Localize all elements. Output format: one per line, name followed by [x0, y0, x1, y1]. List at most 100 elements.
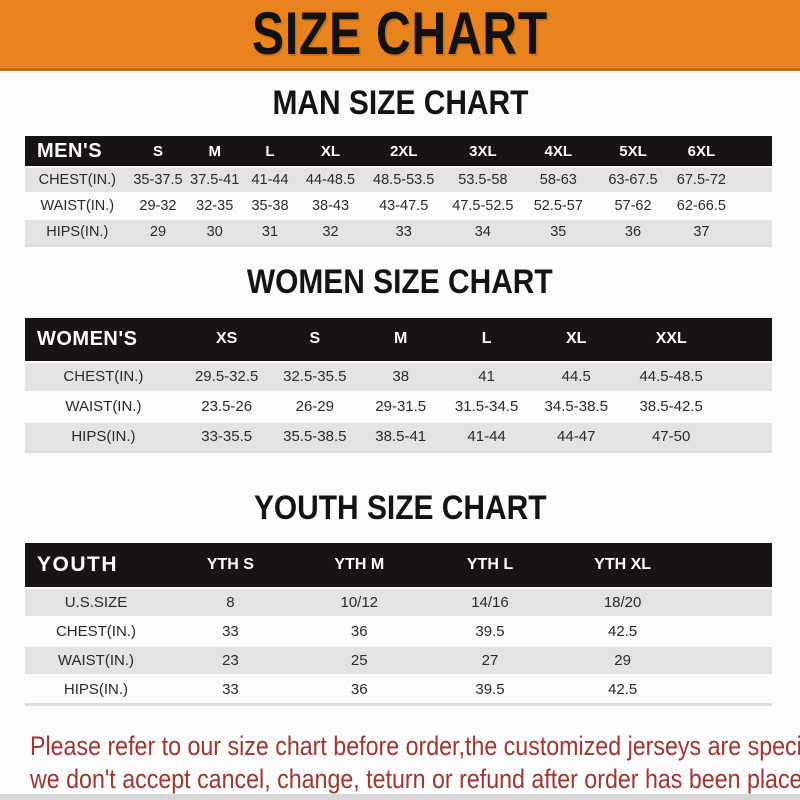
table-row: WAIST(IN.) 29-32 32-35 35-38 38-43 43-47.5 47.…	[25, 193, 772, 219]
row-label: WAIST(IN.)	[57, 652, 135, 669]
column-header: 5XL	[619, 142, 647, 160]
size-value: 39.5	[475, 623, 505, 640]
size-value: 44.5-48.5	[639, 368, 703, 385]
size-value: 38	[392, 368, 410, 385]
size-value: 38-43	[311, 198, 350, 214]
size-value: 41-44	[251, 172, 289, 188]
column-header: 4XL	[544, 142, 573, 160]
size-value: 42.5	[607, 623, 638, 640]
table-row: CHEST(IN.) 33 36 39.5 42.5	[25, 617, 772, 646]
size-value: 8	[226, 594, 235, 611]
column-header: 6XL	[687, 142, 716, 160]
size-value: 41-44	[467, 427, 506, 445]
row-label: CHEST(IN.)	[55, 623, 136, 640]
table-row: HIPS(IN.) 33 36 39.5 42.5	[25, 675, 772, 704]
size-value: 44-48.5	[305, 172, 356, 188]
size-value: 36	[350, 623, 368, 640]
size-value: 23	[222, 652, 239, 669]
header-row: MEN'S S M L XL 2XL 3XL 4XL 5XL 6XL	[25, 136, 772, 167]
size-table-women: WOMEN'S XS S M L XL XXL CHEST(IN.) 29.5-32.5 32.5…	[25, 317, 772, 453]
column-header: S	[309, 330, 321, 347]
size-value: 47.5-52.5	[452, 198, 514, 214]
size-value: 26-29	[295, 398, 334, 415]
size-value: 44.5	[561, 368, 591, 385]
banner: SIZE CHART	[0, 0, 800, 71]
section-title-text: YOUTH SIZE CHART	[253, 489, 547, 527]
group-label: MEN'S	[37, 139, 103, 162]
size-value: 32.5-35.5	[283, 368, 347, 385]
row-label: WAIST(IN.)	[65, 398, 142, 415]
size-value: 32	[322, 223, 339, 240]
table-row: CHEST(IN.) 29.5-32.5 32.5-35.5 38 41 44.5 44.5…	[25, 361, 772, 392]
table-row: WAIST(IN.) 23 25 27 29	[25, 646, 772, 675]
column-header: XL	[320, 142, 341, 160]
row-label: HIPS(IN.)	[71, 427, 136, 445]
size-value: 29-31.5	[375, 398, 427, 415]
size-value: 41	[478, 368, 495, 385]
size-value: 29	[614, 652, 631, 669]
disclaimer-line-1: Please refer to our size chart before or…	[30, 730, 800, 761]
size-value: 35	[550, 223, 567, 240]
size-value: 63-67.5	[608, 172, 658, 188]
section-title-text: WOMEN SIZE CHART	[247, 262, 553, 301]
size-value: 35-38	[251, 198, 289, 214]
disclaimer: Please refer to our size chart before or…	[0, 730, 800, 796]
size-value: 38.5-41	[375, 427, 427, 445]
size-value: 57-62	[614, 198, 652, 214]
size-value: 33	[222, 680, 239, 698]
size-value: 10/12	[340, 594, 379, 611]
column-header: YTH L	[466, 556, 514, 573]
size-section-women: WOMEN SIZE CHART WOMEN'S XS S M L XL XXL CHEST(I…	[0, 263, 800, 453]
column-header: XXL	[655, 330, 687, 347]
header-row: WOMEN'S XS S M L XL XXL	[25, 317, 772, 362]
size-section-youth: YOUTH SIZE CHART YOUTH YTH S YTH M YTH L YTH …	[0, 489, 800, 706]
column-header: YTH M	[334, 556, 385, 573]
size-value: 30	[206, 223, 223, 240]
page-title: SIZE CHART	[215, 4, 585, 64]
size-value: 27	[481, 652, 499, 669]
size-value: 36	[350, 680, 368, 698]
group-label: WOMEN'S	[37, 327, 138, 350]
size-value: 32-35	[196, 198, 234, 214]
group-label: YOUTH	[37, 553, 118, 576]
size-section-men: MAN SIZE CHART MEN'S S M L XL 2XL 3XL 4XL 5XL 6XL C…	[0, 84, 800, 247]
size-value: 43-47.5	[379, 198, 429, 214]
column-header: M	[394, 330, 408, 347]
size-value: 29.5-32.5	[194, 368, 259, 385]
section-title: YOUTH SIZE CHART	[0, 489, 800, 527]
size-value: 14/16	[471, 594, 509, 611]
row-label: WAIST(IN.)	[40, 198, 115, 214]
column-header: L	[481, 330, 492, 347]
row-label: CHEST(IN.)	[63, 368, 144, 385]
column-header: XL	[566, 330, 587, 347]
size-value: 33	[395, 223, 412, 240]
row-label: HIPS(IN.)	[46, 223, 109, 240]
size-value: 39.5	[475, 680, 505, 698]
size-value: 42.5	[607, 680, 638, 698]
column-header: YTH S	[206, 556, 254, 573]
section-title: MAN SIZE CHART	[0, 84, 800, 122]
row-label: HIPS(IN.)	[63, 680, 129, 698]
size-value: 48.5-53.5	[373, 172, 435, 188]
size-value: 23.5-26	[201, 398, 253, 415]
bottom-edge-strip	[0, 794, 800, 800]
size-value: 47-50	[651, 427, 691, 445]
size-value: 31.5-34.5	[454, 398, 519, 415]
size-value: 31	[261, 223, 279, 240]
size-value: 34.5-38.5	[544, 398, 608, 415]
header-row: YOUTH YTH S YTH M YTH L YTH XL	[25, 543, 772, 588]
table-row: WAIST(IN.) 23.5-26 26-29 29-31.5 31.5-34.5 34…	[25, 391, 772, 422]
size-value: 33-35.5	[201, 427, 253, 445]
size-value: 33	[222, 623, 239, 640]
size-value: 53.5-58	[458, 172, 508, 188]
size-value: 29	[149, 223, 167, 240]
row-label: CHEST(IN.)	[38, 172, 116, 188]
size-value: 36	[624, 223, 642, 240]
size-value: 35-37.5	[133, 172, 183, 188]
disclaimer-line-2: we don't accept cancel, change, teturn o…	[30, 763, 800, 794]
section-title: WOMEN SIZE CHART	[0, 263, 800, 301]
column-header: L	[265, 142, 275, 160]
size-value: 35.5-38.5	[283, 427, 347, 445]
size-table-youth: YOUTH YTH S YTH M YTH L YTH XL U.S.SIZE 8 10/12…	[25, 543, 772, 706]
size-value: 67.5-72	[676, 172, 726, 188]
